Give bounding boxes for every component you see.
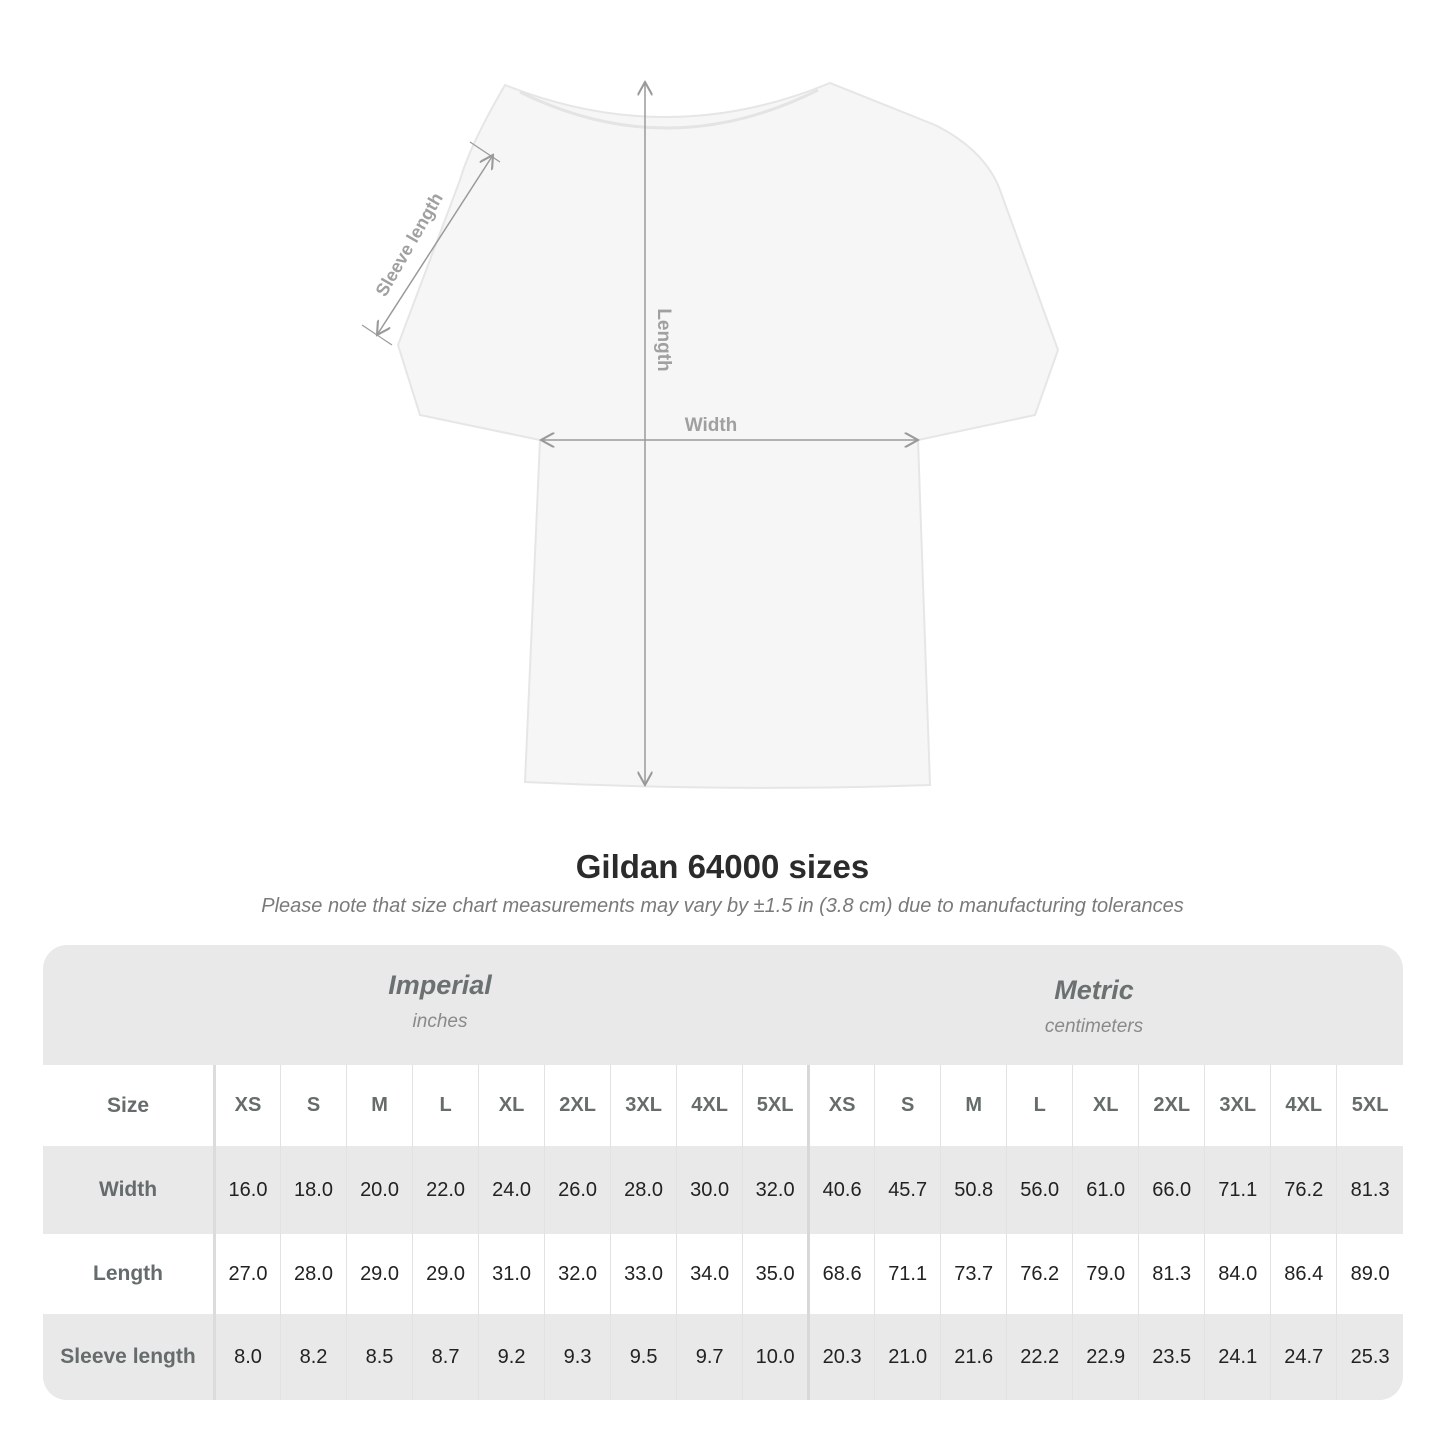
imperial-size-header: 2XL bbox=[544, 1065, 611, 1146]
table-row: Width 16.0 18.0 20.0 22.0 24.0 26.0 28.0 30.0 32.… bbox=[43, 1146, 1403, 1234]
imperial-value-cell: 9.7 bbox=[676, 1314, 743, 1400]
row-label: Width bbox=[43, 1146, 216, 1234]
metric-value-cell: 81.3 bbox=[1138, 1234, 1205, 1314]
metric-size-header: S bbox=[874, 1065, 941, 1146]
metric-value-cell: 76.2 bbox=[1006, 1234, 1073, 1314]
imperial-size-header: 5XL bbox=[742, 1065, 809, 1146]
imperial-value-cell: 18.0 bbox=[280, 1146, 347, 1234]
metric-size-header: 3XL bbox=[1204, 1065, 1271, 1146]
metric-value-cell: 22.2 bbox=[1006, 1314, 1073, 1400]
table-row: Sleeve length 8.0 8.2 8.5 8.7 9.2 9.3 9.5 9.7 10.… bbox=[43, 1314, 1403, 1400]
metric-value-cell: 21.6 bbox=[940, 1314, 1007, 1400]
imperial-size-header: S bbox=[280, 1065, 347, 1146]
imperial-value-cell: 9.5 bbox=[610, 1314, 677, 1400]
metric-unit: centimeters bbox=[1044, 1016, 1144, 1037]
imperial-value-cell: 16.0 bbox=[213, 1146, 281, 1234]
imperial-size-header: M bbox=[346, 1065, 413, 1146]
imperial-value-cell: 9.3 bbox=[544, 1314, 611, 1400]
metric-value-cell: 84.0 bbox=[1204, 1234, 1271, 1314]
imperial-value-cell: 22.0 bbox=[412, 1146, 479, 1234]
imperial-unit: inches bbox=[412, 1011, 468, 1032]
imperial-size-header: L bbox=[412, 1065, 479, 1146]
imperial-value-cell: 8.5 bbox=[346, 1314, 413, 1400]
metric-value-cell: 50.8 bbox=[940, 1146, 1007, 1234]
metric-value-cell: 25.3 bbox=[1336, 1314, 1403, 1400]
metric-size-header: M bbox=[940, 1065, 1007, 1146]
imperial-value-cell: 24.0 bbox=[478, 1146, 545, 1234]
width-label: Width bbox=[685, 415, 738, 436]
page-title: Gildan 64000 sizes bbox=[575, 848, 870, 885]
imperial-value-cell: 8.0 bbox=[213, 1314, 281, 1400]
imperial-value-cell: 35.0 bbox=[742, 1234, 809, 1314]
imperial-size-header: XS bbox=[213, 1065, 281, 1146]
metric-value-cell: 24.7 bbox=[1270, 1314, 1337, 1400]
imperial-value-cell: 27.0 bbox=[213, 1234, 281, 1314]
metric-value-cell: 21.0 bbox=[874, 1314, 941, 1400]
metric-size-header: 4XL bbox=[1270, 1065, 1337, 1146]
metric-value-cell: 23.5 bbox=[1138, 1314, 1205, 1400]
metric-title: Metric bbox=[1054, 975, 1134, 1005]
imperial-value-cell: 28.0 bbox=[280, 1234, 347, 1314]
metric-value-cell: 81.3 bbox=[1336, 1146, 1403, 1234]
metric-value-cell: 76.2 bbox=[1270, 1146, 1337, 1234]
tshirt-diagram: Sleeve length Length Width bbox=[361, 0, 1060, 789]
imperial-value-cell: 29.0 bbox=[346, 1234, 413, 1314]
metric-value-cell: 66.0 bbox=[1138, 1146, 1205, 1234]
imperial-value-cell: 33.0 bbox=[610, 1234, 677, 1314]
imperial-value-cell: 8.2 bbox=[280, 1314, 347, 1400]
imperial-value-cell: 29.0 bbox=[412, 1234, 479, 1314]
row-label: Sleeve length bbox=[43, 1314, 216, 1400]
metric-size-header: 5XL bbox=[1336, 1065, 1403, 1146]
imperial-value-cell: 20.0 bbox=[346, 1146, 413, 1234]
imperial-value-cell: 8.7 bbox=[412, 1314, 479, 1400]
size-header-row: Size XS S M L XL 2XL 3XL 4XL 5XL XS S M L XL 2XL 3XL 4XL 5… bbox=[43, 1065, 1403, 1146]
imperial-value-cell: 10.0 bbox=[742, 1314, 809, 1400]
metric-value-cell: 24.1 bbox=[1204, 1314, 1271, 1400]
table-row: Length 27.0 28.0 29.0 29.0 31.0 32.0 33.0 34.0 35… bbox=[43, 1234, 1403, 1314]
size-label: Size bbox=[43, 1065, 216, 1146]
metric-value-cell: 79.0 bbox=[1072, 1234, 1139, 1314]
imperial-value-cell: 32.0 bbox=[742, 1146, 809, 1234]
metric-value-cell: 71.1 bbox=[874, 1234, 941, 1314]
metric-value-cell: 73.7 bbox=[940, 1234, 1007, 1314]
metric-value-cell: 40.6 bbox=[807, 1146, 875, 1234]
imperial-value-cell: 30.0 bbox=[676, 1146, 743, 1234]
metric-value-cell: 61.0 bbox=[1072, 1146, 1139, 1234]
metric-value-cell: 89.0 bbox=[1336, 1234, 1403, 1314]
size-table-card: Imperial inches Metric centimeters Size X… bbox=[43, 945, 1403, 1400]
tolerance-note: Please note that size chart measurements… bbox=[261, 895, 1184, 917]
metric-value-cell: 20.3 bbox=[807, 1314, 875, 1400]
size-table: Size XS S M L XL 2XL 3XL 4XL 5XL XS S M L XL 2XL 3XL 4XL 5… bbox=[43, 1065, 1403, 1400]
metric-value-cell: 22.9 bbox=[1072, 1314, 1139, 1400]
imperial-value-cell: 31.0 bbox=[478, 1234, 545, 1314]
imperial-value-cell: 26.0 bbox=[544, 1146, 611, 1234]
imperial-value-cell: 32.0 bbox=[544, 1234, 611, 1314]
imperial-value-cell: 9.2 bbox=[478, 1314, 545, 1400]
imperial-title: Imperial bbox=[388, 970, 492, 1000]
imperial-heading: Imperial inches bbox=[215, 970, 665, 1033]
row-label: Length bbox=[43, 1234, 216, 1314]
imperial-value-cell: 28.0 bbox=[610, 1146, 677, 1234]
metric-value-cell: 68.6 bbox=[807, 1234, 875, 1314]
length-label: Length bbox=[653, 308, 674, 371]
metric-size-header: XS bbox=[807, 1065, 875, 1146]
metric-value-cell: 56.0 bbox=[1006, 1146, 1073, 1234]
sleeve-arrow bbox=[377, 155, 493, 335]
metric-size-header: XL bbox=[1072, 1065, 1139, 1146]
imperial-size-header: 3XL bbox=[610, 1065, 677, 1146]
metric-size-header: 2XL bbox=[1138, 1065, 1205, 1146]
imperial-value-cell: 34.0 bbox=[676, 1234, 743, 1314]
metric-value-cell: 45.7 bbox=[874, 1146, 941, 1234]
metric-size-header: L bbox=[1006, 1065, 1073, 1146]
metric-value-cell: 86.4 bbox=[1270, 1234, 1337, 1314]
metric-value-cell: 71.1 bbox=[1204, 1146, 1271, 1234]
metric-heading: Metric centimeters bbox=[869, 975, 1319, 1038]
imperial-size-header: XL bbox=[478, 1065, 545, 1146]
imperial-size-header: 4XL bbox=[676, 1065, 743, 1146]
